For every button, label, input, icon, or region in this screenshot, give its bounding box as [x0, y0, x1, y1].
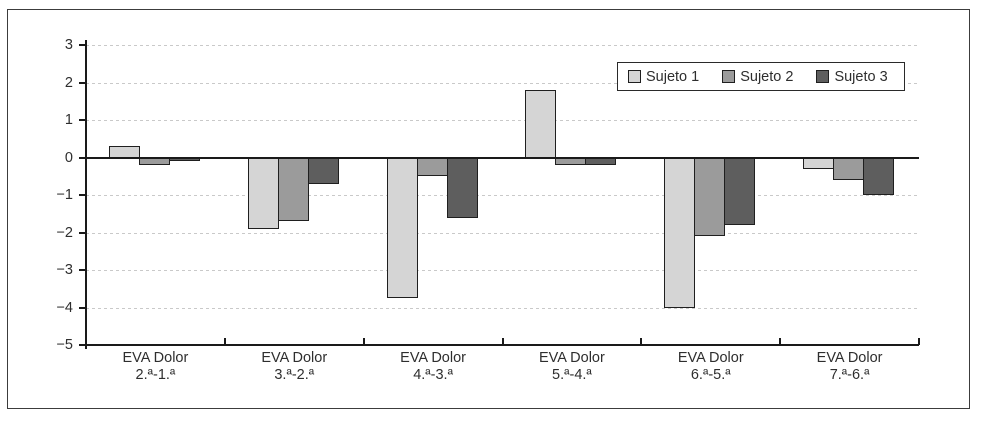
x-category-label-line1: EVA Dolor — [539, 350, 605, 366]
bar-sujeto-2-group-5 — [694, 157, 726, 237]
bar-sujeto-2-group-2 — [277, 157, 309, 222]
gridline — [86, 270, 919, 271]
legend-swatch — [722, 70, 736, 83]
x-axis-labels: EVA Dolor 2.ª-1.ª EVA Dolor 3.ª-2.ª EVA Dolo… — [86, 350, 919, 390]
x-category-label-line2: 7.ª-6.ª — [829, 367, 870, 383]
y-tick-label: 2 — [64, 74, 73, 91]
y-tick-label: −2 — [56, 224, 73, 241]
y-tick-mark — [79, 119, 86, 121]
legend: Sujeto 1 Sujeto 2 Sujeto 3 — [617, 62, 905, 91]
y-tick-mark — [79, 156, 86, 159]
gridline — [86, 82, 919, 84]
bar-sujeto-1-group-4 — [525, 90, 557, 158]
bar-sujeto-3-group-2 — [307, 157, 339, 184]
x-category-label: EVA Dolor 4.ª-3.ª — [364, 350, 503, 384]
y-tick-label: 3 — [64, 37, 73, 53]
x-axis-tick — [918, 338, 920, 345]
plot-area: Sujeto 1 Sujeto 2 Sujeto 3 — [85, 40, 920, 349]
bar-sujeto-1-group-2 — [247, 157, 279, 229]
gridline — [86, 307, 919, 309]
legend-item: Sujeto 3 — [816, 68, 888, 85]
x-axis-tick — [779, 338, 782, 345]
y-tick-mark — [79, 44, 86, 46]
bar-sujeto-1-group-5 — [664, 157, 696, 308]
bar-sujeto-1-group-3 — [386, 157, 418, 299]
y-tick-mark — [79, 344, 86, 346]
y-tick-mark — [79, 231, 86, 234]
y-tick-label: −1 — [56, 187, 73, 203]
bar-sujeto-2-group-6 — [833, 157, 865, 180]
x-category-label-line2: 3.ª-2.ª — [274, 367, 315, 383]
y-tick-label: −3 — [56, 262, 73, 278]
x-category-label-line2: 2.ª-1.ª — [135, 367, 176, 383]
x-category-label: EVA Dolor 7.ª-6.ª — [780, 350, 919, 384]
gridline — [86, 195, 919, 196]
x-axis-tick — [223, 338, 226, 345]
x-category-label-line1: EVA Dolor — [400, 350, 466, 366]
y-tick-mark — [79, 306, 86, 309]
y-axis: 3 2 1 0 −1 −2 −3 −4 −5 — [8, 37, 86, 353]
bar-sujeto-2-group-4 — [555, 157, 587, 165]
y-tick-label: −5 — [56, 337, 73, 353]
x-category-label-line2: 6.ª-5.ª — [690, 367, 731, 383]
gridline — [86, 232, 919, 234]
legend-swatch — [816, 70, 830, 83]
y-tick-label: 0 — [64, 149, 73, 166]
legend-label: Sujeto 3 — [834, 68, 888, 85]
legend-item: Sujeto 2 — [722, 69, 793, 85]
bar-sujeto-3-group-3 — [446, 157, 478, 218]
y-axis-line — [85, 40, 87, 349]
bar-sujeto-1-group-6 — [803, 157, 835, 169]
x-category-label: EVA Dolor 6.ª-5.ª — [641, 350, 780, 384]
x-category-label: EVA Dolor 5.ª-4.ª — [503, 350, 642, 384]
legend-swatch — [628, 70, 641, 83]
y-tick-label: −4 — [56, 299, 73, 316]
legend-label: Sujeto 1 — [646, 68, 700, 85]
x-category-label-line2: 4.ª-3.ª — [413, 367, 453, 383]
y-tick-mark — [79, 194, 86, 196]
bar-sujeto-3-group-5 — [724, 157, 756, 225]
figure-frame: 3 2 1 0 −1 −2 −3 −4 −5 Sujeto 1 Sujeto 2 Sujeto 3 … — [7, 9, 970, 409]
x-axis-line — [86, 344, 919, 346]
x-category-label-line1: EVA Dolor — [122, 350, 189, 366]
x-axis-tick — [640, 338, 643, 345]
zero-baseline — [86, 156, 919, 159]
gridline — [86, 120, 919, 121]
x-category-label: EVA Dolor 3.ª-2.ª — [225, 350, 364, 384]
x-category-label-line2: 5.ª-4.ª — [552, 367, 592, 383]
x-category-label-line1: EVA Dolor — [816, 350, 883, 366]
x-axis-tick — [362, 338, 365, 345]
x-category-label-line1: EVA Dolor — [677, 350, 744, 366]
legend-item: Sujeto 1 — [628, 69, 699, 85]
bar-sujeto-3-group-6 — [863, 157, 895, 195]
gridline — [86, 45, 919, 46]
y-tick-mark — [79, 81, 86, 84]
legend-label: Sujeto 2 — [740, 68, 794, 85]
y-tick-label: 1 — [64, 112, 73, 128]
x-category-label: EVA Dolor 2.ª-1.ª — [86, 350, 225, 384]
bar-sujeto-3-group-4 — [585, 157, 617, 165]
x-axis-tick — [501, 338, 504, 345]
bar-sujeto-2-group-1 — [138, 157, 170, 165]
y-tick-mark — [79, 269, 86, 271]
bar-sujeto-2-group-3 — [416, 157, 448, 177]
x-category-label-line1: EVA Dolor — [261, 350, 328, 366]
